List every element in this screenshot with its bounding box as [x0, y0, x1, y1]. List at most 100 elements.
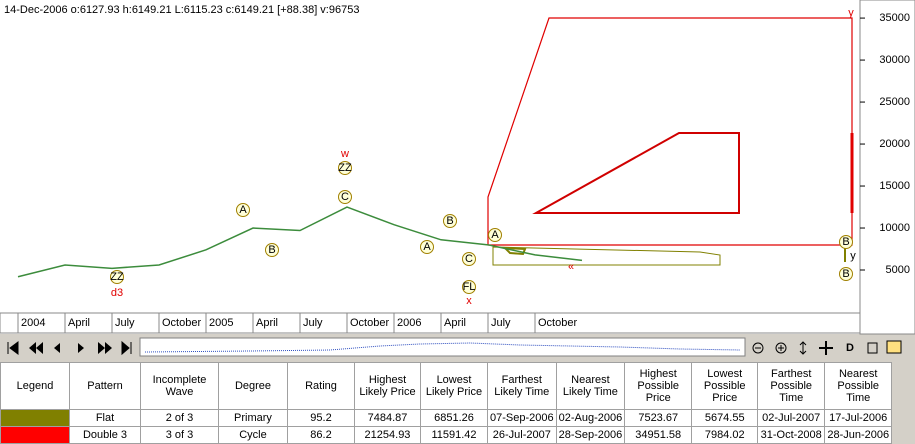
- column-header: Farthest Possible Time: [757, 362, 826, 410]
- table-cell: 5674.55: [691, 409, 759, 427]
- table-cell: 2 of 3: [140, 409, 219, 427]
- last-button[interactable]: [121, 340, 132, 356]
- wave-circle: [338, 161, 352, 175]
- table-cell: 26-Jul-2007: [487, 426, 557, 444]
- wave-label: B: [446, 215, 453, 227]
- zoom-in[interactable]: [775, 342, 787, 354]
- wave-circle: [265, 243, 279, 257]
- x-tick-label: April: [256, 317, 278, 329]
- column-header: Pattern: [69, 362, 141, 410]
- chart-bg: [0, 0, 915, 334]
- chart-panel: 14-Dec-2006 o:6127.93 h:6149.21 L:6115.2…: [0, 0, 915, 361]
- wave-label: «: [568, 261, 574, 273]
- wave-label: B: [842, 236, 849, 248]
- back-button[interactable]: [54, 343, 60, 353]
- x-tick-label: 2006: [397, 317, 421, 329]
- pan-button[interactable]: [819, 341, 833, 355]
- table-cell: Cycle: [218, 426, 288, 444]
- x-axis-panel: [0, 312, 861, 334]
- wave-label: FL: [463, 281, 476, 293]
- wave-label: ZZ: [110, 271, 124, 283]
- list-button[interactable]: [867, 342, 878, 354]
- column-header: Legend: [0, 362, 70, 410]
- quote-header: 14-Dec-2006 o:6127.93 h:6149.21 L:6115.2…: [4, 4, 359, 16]
- wave-circle: [462, 252, 476, 266]
- table-cell: Double 3: [69, 426, 141, 444]
- wave-label: x: [466, 295, 472, 307]
- column-header: Degree: [218, 362, 288, 410]
- table-cell: 7484.87: [354, 409, 421, 427]
- y-tick-label: 15000: [879, 180, 910, 192]
- overview-line: [144, 342, 741, 353]
- column-header: Nearest Possible Time: [824, 362, 893, 410]
- d-button[interactable]: D: [846, 342, 854, 354]
- flat-target-inner: [502, 246, 527, 256]
- fast-back-button[interactable]: [29, 342, 43, 354]
- x-tick-label: July: [115, 317, 135, 329]
- table-cell: 11591.42: [420, 426, 488, 444]
- table-cell: 3 of 3: [140, 426, 219, 444]
- y-tick-label: 5000: [886, 264, 910, 276]
- x-tick-label: July: [491, 317, 511, 329]
- wave-label: C: [465, 253, 473, 265]
- table-cell: 21254.93: [354, 426, 421, 444]
- table-cell: 02-Aug-2006: [555, 409, 626, 427]
- wave-label: y: [850, 250, 856, 262]
- wave-label: d3: [111, 287, 123, 299]
- x-tick-label: October: [538, 317, 577, 329]
- wave-label: y: [848, 7, 854, 19]
- x-tick-label: October: [350, 317, 389, 329]
- legend-swatch: [0, 426, 70, 444]
- y-tick-label: 35000: [879, 12, 910, 24]
- table-cell: 28-Sep-2006: [555, 426, 626, 444]
- table-cell: 6851.26: [420, 409, 488, 427]
- y-axis-panel: [859, 0, 915, 335]
- price-line: [17, 206, 583, 278]
- table-cell: 07-Sep-2006: [487, 409, 557, 427]
- projection-triangle: [532, 132, 740, 214]
- scale-button[interactable]: [799, 341, 807, 355]
- table-cell: 31-Oct-2008: [757, 426, 826, 444]
- wave-label: B: [842, 268, 849, 280]
- wave-circle: [839, 235, 853, 249]
- x-tick-label: April: [68, 317, 90, 329]
- table-cell: 7984.02: [691, 426, 759, 444]
- wave-circle: [338, 190, 352, 204]
- wave-label: ZZ: [338, 162, 352, 174]
- wave-circle: [839, 267, 853, 281]
- column-header: Nearest Likely Time: [555, 362, 626, 410]
- table-cell: Primary: [218, 409, 288, 427]
- y-tick-label: 30000: [879, 54, 910, 66]
- column-header: Incomplete Wave: [140, 362, 219, 410]
- wave-circle: [462, 280, 476, 294]
- first-button[interactable]: [7, 341, 19, 355]
- x-tick-label: 2004: [21, 317, 45, 329]
- y-tick-label: 10000: [879, 222, 910, 234]
- table-cell: 34951.58: [624, 426, 693, 444]
- legend-swatch: [0, 409, 70, 427]
- column-header: Lowest Possible Price: [691, 362, 759, 410]
- x-tick-label: April: [444, 317, 466, 329]
- x-tick-label: 2005: [209, 317, 233, 329]
- table-cell: 95.2: [287, 409, 355, 427]
- table-cell: 86.2: [287, 426, 355, 444]
- wave-circle: [488, 228, 502, 242]
- table-cell: 7523.67: [624, 409, 693, 427]
- wave-label: A: [239, 204, 247, 216]
- wave-label: B: [268, 244, 275, 256]
- column-header: Farthest Likely Time: [487, 362, 557, 410]
- toolbar: D: [0, 335, 915, 361]
- pattern-table: Legend Pattern Incomplete Wave Degree Rating…: [0, 362, 893, 444]
- settings-button[interactable]: [886, 340, 902, 354]
- zoom-out[interactable]: [752, 342, 764, 354]
- table-cell: 17-Jul-2006: [824, 409, 893, 427]
- table-cell: Flat: [69, 409, 141, 427]
- fast-forward-button[interactable]: [98, 342, 112, 354]
- column-header: Highest Likely Price: [354, 362, 421, 410]
- forward-button[interactable]: [78, 343, 84, 353]
- overview-strip[interactable]: [139, 337, 746, 357]
- flat-target: [492, 246, 721, 266]
- wave-circle: [443, 214, 457, 228]
